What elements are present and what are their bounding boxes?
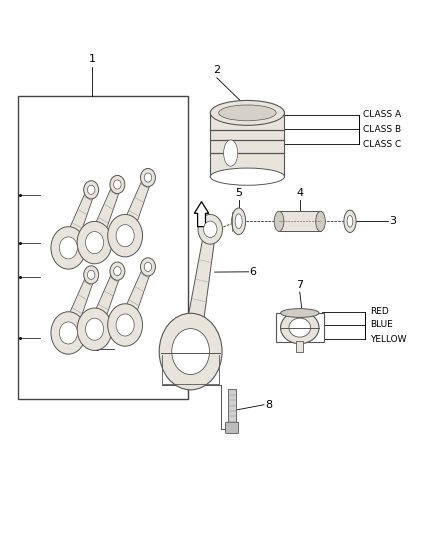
Circle shape [84,266,99,284]
Circle shape [51,312,86,354]
Circle shape [85,318,104,340]
Text: 1: 1 [89,54,96,64]
Bar [276,313,324,342]
Circle shape [141,168,155,187]
Ellipse shape [316,211,325,231]
Circle shape [108,304,142,346]
Ellipse shape [281,309,319,318]
Polygon shape [119,175,152,239]
Ellipse shape [232,208,246,235]
Polygon shape [182,228,216,353]
Ellipse shape [210,100,285,125]
Ellipse shape [347,215,353,227]
Circle shape [113,180,121,189]
Circle shape [77,221,112,264]
Bar [18,96,188,399]
Ellipse shape [219,105,276,121]
Circle shape [88,270,95,279]
Ellipse shape [344,210,356,232]
Polygon shape [88,182,121,246]
Circle shape [59,237,78,259]
Circle shape [88,185,95,195]
Circle shape [159,313,222,390]
Ellipse shape [224,140,238,166]
Text: 5: 5 [235,189,242,198]
Text: 7: 7 [296,280,304,290]
Ellipse shape [289,318,311,337]
Ellipse shape [235,214,242,229]
Circle shape [204,221,217,238]
FancyBboxPatch shape [226,422,239,433]
Circle shape [84,181,99,199]
Circle shape [116,224,134,247]
Text: CLASS A: CLASS A [363,110,401,119]
Bar [210,113,285,176]
Circle shape [113,266,121,276]
Text: 3: 3 [389,216,396,227]
Text: 6: 6 [250,267,257,277]
Circle shape [85,231,104,254]
Text: RED: RED [370,307,389,316]
Circle shape [144,173,152,182]
Circle shape [116,314,134,336]
Ellipse shape [281,312,319,344]
Text: 2: 2 [213,65,220,75]
Circle shape [51,227,86,269]
Polygon shape [88,269,121,333]
Ellipse shape [274,211,284,231]
Text: 4: 4 [296,189,304,198]
Text: BLUE: BLUE [370,320,392,329]
Circle shape [172,328,209,375]
Circle shape [110,262,125,280]
Circle shape [108,214,142,257]
Bar [296,341,303,352]
Circle shape [144,262,152,271]
Text: YELLOW: YELLOW [370,335,406,344]
Bar [279,211,321,231]
Circle shape [59,322,78,344]
Circle shape [198,214,223,244]
Ellipse shape [210,168,285,185]
Bar [228,389,236,423]
FancyArrow shape [194,201,209,227]
Polygon shape [62,273,95,336]
Circle shape [110,175,125,193]
Polygon shape [119,265,152,328]
Circle shape [141,258,155,276]
Text: CLASS B: CLASS B [363,125,401,134]
Circle shape [77,308,112,350]
Text: CLASS C: CLASS C [363,140,401,149]
Text: 8: 8 [265,400,272,410]
Polygon shape [62,188,95,252]
